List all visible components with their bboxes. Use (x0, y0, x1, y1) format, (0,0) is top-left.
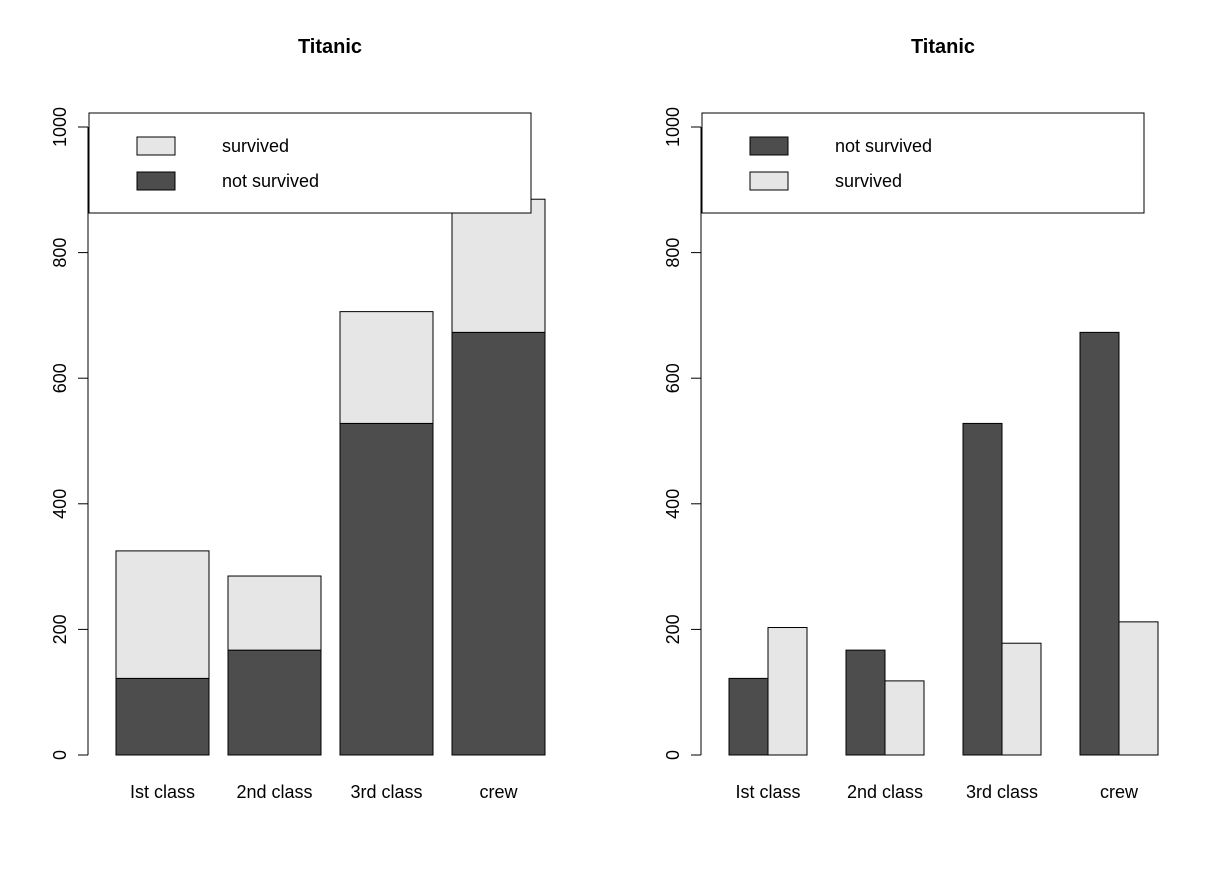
bar (845, 649, 886, 756)
y-tick-label: 200 (50, 614, 70, 644)
y-tick-label: 800 (50, 238, 70, 268)
bar (1118, 621, 1159, 756)
y-tick-label: 200 (663, 614, 683, 644)
legend-swatch (136, 171, 176, 191)
legend-box (701, 112, 1145, 214)
legend-label: survived (222, 136, 289, 156)
chart-title: Titanic (298, 36, 362, 58)
x-tick-label: 3rd class (350, 782, 422, 802)
bar (339, 311, 434, 424)
y-tick-label: 1000 (663, 107, 683, 147)
legend-label: not survived (835, 136, 932, 156)
bar (339, 422, 434, 756)
x-tick-label: crew (479, 782, 518, 802)
bar (728, 677, 769, 756)
y-tick-label: 1000 (50, 107, 70, 147)
x-tick-label: 3rd class (966, 782, 1038, 802)
y-tick-label: 800 (663, 238, 683, 268)
x-tick-label: Ist class (735, 782, 800, 802)
y-tick-label: 0 (663, 750, 683, 760)
bar (115, 677, 210, 756)
bar (451, 331, 546, 756)
bar (767, 627, 808, 756)
legend-box (88, 112, 532, 214)
bar (227, 575, 322, 651)
y-tick-label: 600 (50, 363, 70, 393)
legend-label: not survived (222, 171, 319, 191)
x-tick-label: 2nd class (847, 782, 923, 802)
bar (962, 422, 1003, 756)
x-tick-label: 2nd class (236, 782, 312, 802)
legend-swatch (749, 136, 789, 156)
bar (451, 198, 546, 333)
bar (115, 550, 210, 679)
legend-swatch (749, 171, 789, 191)
x-tick-label: crew (1100, 782, 1139, 802)
bar (1079, 331, 1120, 756)
chart-left: Titanic 0 200 400 600 800 1000 Ist class 2nd cl… (50, 36, 546, 802)
y-tick-label: 600 (663, 363, 683, 393)
bar (884, 680, 925, 756)
legend-swatch (136, 136, 176, 156)
y-tick-label: 400 (663, 489, 683, 519)
x-tick-label: Ist class (130, 782, 195, 802)
chart-right: Titanic 0 200 400 600 800 1000 Ist class 2nd cl… (663, 36, 1159, 802)
chart-title: Titanic (911, 36, 975, 58)
y-tick-label: 400 (50, 489, 70, 519)
legend-label: survived (835, 171, 902, 191)
y-tick-label: 0 (50, 750, 70, 760)
bar (227, 649, 322, 756)
bar (1001, 642, 1042, 756)
